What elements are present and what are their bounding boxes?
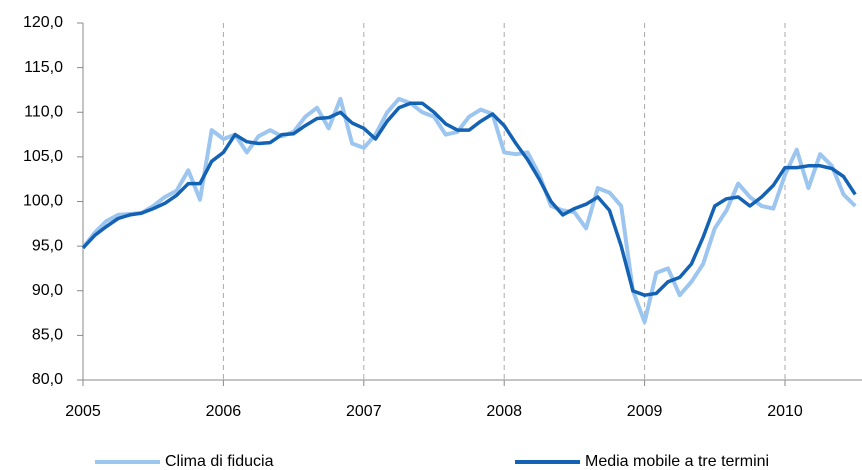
y-tick-label: 105,0 <box>23 148 63 165</box>
y-tick-label: 85,0 <box>32 327 63 344</box>
series-line <box>81 96 857 324</box>
y-tick-label: 80,0 <box>32 371 63 388</box>
y-tick-label: 90,0 <box>32 282 63 299</box>
x-tick-label: 2005 <box>65 403 101 420</box>
y-tick-label: 110,0 <box>24 103 63 120</box>
y-tick-label: 115,0 <box>24 59 63 76</box>
series-line <box>81 101 857 297</box>
x-tick-label: 2006 <box>206 403 242 420</box>
x-tick-label: 2010 <box>767 403 803 420</box>
y-tick-label: 120,0 <box>23 14 63 31</box>
y-tick-label: 100,0 <box>23 193 63 210</box>
x-tick-label: 2008 <box>486 403 522 420</box>
x-tick-label: 2007 <box>346 403 382 420</box>
y-tick-label: 95,0 <box>32 237 63 254</box>
legend-label: Clima di fiducia <box>165 453 274 470</box>
x-tick-label: 2009 <box>627 403 663 420</box>
legend-label: Media mobile a tre termini <box>585 453 769 470</box>
